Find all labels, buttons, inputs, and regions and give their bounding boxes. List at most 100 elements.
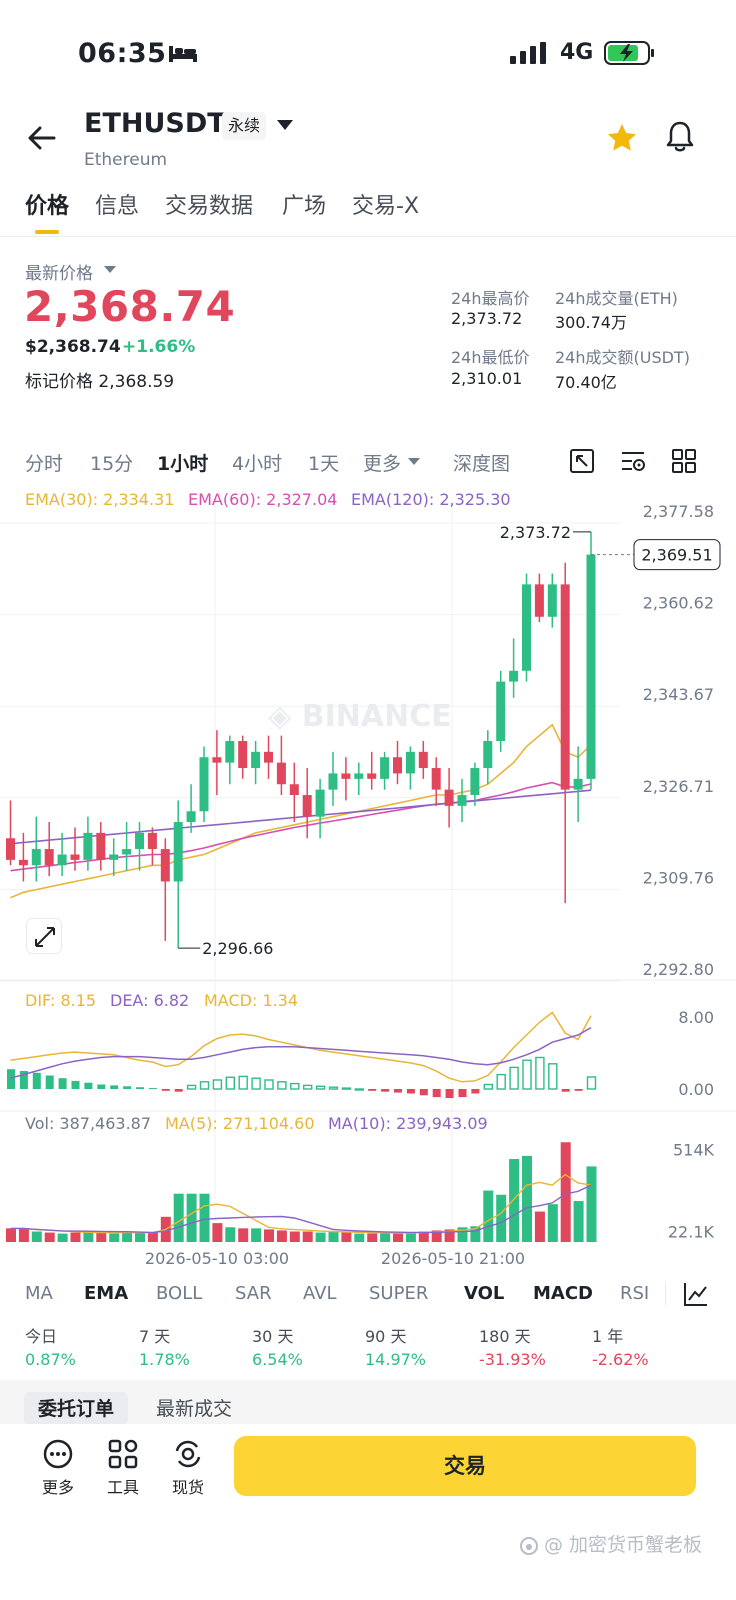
tab-latest-trades[interactable]: 最新成交 (156, 1398, 233, 1420)
interval-4h[interactable]: 4小时 (232, 453, 283, 475)
volume-bar (44, 1232, 55, 1242)
interval-more[interactable]: 更多 (363, 453, 402, 475)
indicator-vol[interactable]: VOL (464, 1283, 505, 1304)
candle-body (70, 854, 80, 860)
volume-bar (122, 1232, 133, 1242)
dea-line (10, 1026, 592, 1079)
macd-bar (32, 1072, 41, 1089)
macd-bar (445, 1089, 454, 1098)
candle-body (122, 849, 132, 855)
interval-timeline[interactable]: 分时 (25, 453, 64, 475)
volume-bar (31, 1231, 42, 1242)
volume-bar (328, 1231, 339, 1242)
expand-icon (35, 927, 55, 947)
more-dropdown-icon[interactable] (408, 458, 420, 465)
indicator-ema[interactable]: EMA (84, 1283, 129, 1304)
trade-button[interactable]: 交易 (234, 1436, 696, 1496)
candle-body (470, 768, 480, 796)
mark-price-label: 标记价格 (25, 372, 93, 392)
macd-bar (328, 1086, 339, 1090)
fullscreen-button[interactable] (26, 918, 62, 954)
candle-body (560, 584, 570, 790)
back-arrow-icon[interactable] (26, 122, 58, 154)
interval-1d[interactable]: 1天 (308, 453, 340, 475)
macd-bar (225, 1076, 236, 1090)
candle-body (31, 849, 41, 866)
macd-bar (251, 1077, 261, 1090)
last-price-label[interactable]: 最新价格 (25, 264, 93, 284)
dif-legend: DIF: 8.15 (25, 991, 97, 1010)
candle-body (44, 849, 54, 866)
macd-bar (381, 1089, 390, 1092)
high-24h-value: 2,373.72 (451, 309, 523, 328)
more-button[interactable]: 更多 (28, 1434, 88, 1500)
candle-body (147, 832, 157, 850)
candlestick-chart[interactable]: 2,377.58 2,360.62 2,343.67 2,326.71 2,309.76… (0, 484, 736, 1274)
favorite-star-icon[interactable] (606, 122, 638, 154)
volume-bar (212, 1223, 223, 1242)
perf-7d-value: 1.78% (139, 1350, 190, 1369)
candle-body (418, 751, 428, 769)
macd-bar (509, 1066, 519, 1090)
perf-90d-label: 90 天 (365, 1327, 407, 1346)
candle-body (160, 849, 170, 882)
tab-square[interactable]: 广场 (282, 194, 327, 219)
high-price-label: 2,373.72 (500, 523, 571, 542)
tab-trading-data[interactable]: 交易数据 (165, 194, 254, 219)
volume-bar (199, 1193, 210, 1242)
macd-bar (419, 1089, 428, 1096)
tools-button-label: 工具 (106, 1478, 139, 1497)
bell-icon[interactable] (664, 120, 696, 154)
macd-bar (586, 1076, 597, 1090)
symbol-dropdown-icon[interactable] (277, 120, 293, 130)
current-price-box (633, 539, 721, 571)
volume-bar (367, 1233, 378, 1242)
candle-body (289, 784, 299, 796)
macd-axis-label: 0.00 (678, 1080, 714, 1099)
perf-today-label: 今日 (25, 1327, 58, 1346)
perf-180d-label: 180 天 (479, 1327, 531, 1346)
tab-price[interactable]: 价格 (25, 194, 70, 219)
indicator-super[interactable]: SUPER (369, 1283, 429, 1304)
interval-15m[interactable]: 15分 (90, 453, 134, 475)
macd-bar (290, 1082, 300, 1090)
volume-bar (418, 1231, 429, 1242)
macd-bar (394, 1089, 402, 1093)
tab-info[interactable]: 信息 (95, 194, 140, 219)
candle-body (341, 773, 351, 779)
macd-bar (574, 1089, 583, 1091)
indicator-rsi[interactable]: RSI (620, 1283, 650, 1304)
volume-eth-value: 300.74万 (555, 313, 627, 332)
candle-body (302, 795, 312, 817)
signal-icon (510, 42, 546, 64)
candle-body (186, 811, 196, 823)
grid-layout-icon[interactable] (671, 448, 697, 474)
depth-chart-tab[interactable]: 深度图 (453, 453, 511, 475)
indicator-sar[interactable]: SAR (235, 1283, 272, 1304)
volume-bar (135, 1232, 145, 1242)
indicator-ma[interactable]: MA (25, 1283, 53, 1304)
tools-button[interactable]: 工具 (93, 1434, 153, 1500)
interval-1h[interactable]: 1小时 (157, 453, 209, 475)
candle-body (109, 854, 119, 860)
ema60-line (10, 781, 592, 872)
volume-axis-label: 514K (673, 1141, 715, 1160)
chart-crosshair-icon[interactable] (569, 448, 595, 474)
indicator-avl[interactable]: AVL (303, 1283, 337, 1304)
volume-bar (393, 1232, 403, 1242)
volume-bar (109, 1233, 120, 1242)
indicator-macd[interactable]: MACD (533, 1283, 593, 1304)
volume-bar (483, 1190, 494, 1242)
symbol-title[interactable]: ETHUSDT (84, 108, 226, 139)
divider (0, 236, 736, 237)
tab-order-book[interactable]: 委托订单 (24, 1392, 129, 1426)
indicator-boll[interactable]: BOLL (156, 1283, 203, 1304)
spot-button[interactable]: 现货 (158, 1434, 218, 1500)
macd-bar (561, 1089, 570, 1092)
chart-settings-icon[interactable] (620, 448, 646, 474)
candle-body (173, 822, 183, 882)
volume-bar (457, 1227, 468, 1242)
indicator-chart-icon[interactable] (682, 1280, 710, 1308)
tab-trade-x[interactable]: 交易-X (352, 194, 420, 219)
last-price-dropdown-icon[interactable] (104, 266, 116, 273)
